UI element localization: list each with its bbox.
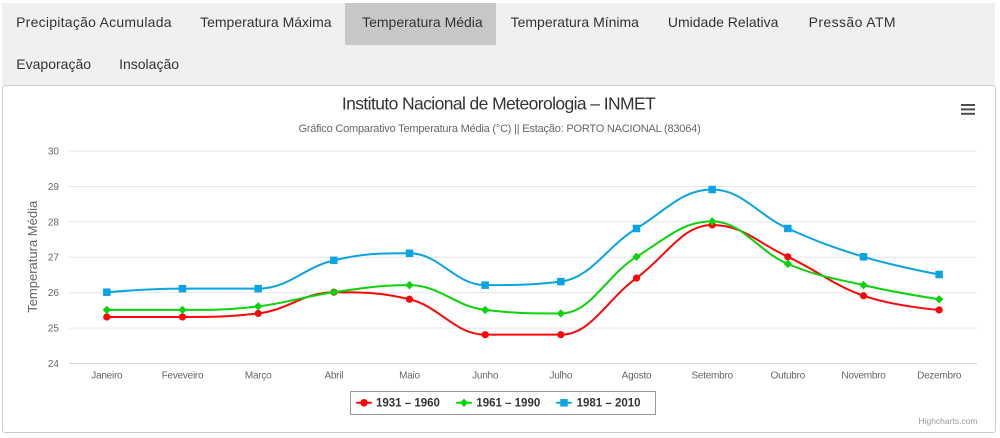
svg-text:26: 26 [48, 288, 60, 299]
svg-text:30: 30 [48, 147, 60, 158]
svg-text:Novembro: Novembro [841, 371, 886, 382]
svg-text:Outubro: Outubro [771, 371, 806, 382]
svg-text:Junho: Junho [472, 371, 499, 382]
svg-text:Temperatura Média: Temperatura Média [25, 200, 40, 313]
svg-text:25: 25 [48, 324, 60, 335]
svg-text:Agosto: Agosto [622, 371, 652, 382]
svg-text:1961 – 1990: 1961 – 1990 [476, 397, 540, 409]
svg-text:Janeiro: Janeiro [91, 371, 123, 382]
svg-text:Julho: Julho [550, 371, 573, 382]
svg-text:24: 24 [48, 359, 60, 370]
svg-text:Março: Março [245, 371, 272, 382]
svg-text:27: 27 [48, 253, 60, 264]
svg-text:Dezembro: Dezembro [917, 371, 962, 382]
svg-text:Maio: Maio [399, 371, 420, 382]
svg-text:Instituto Nacional de Meteorol: Instituto Nacional de Meteorologia – INM… [342, 94, 656, 114]
svg-text:1931 – 1960: 1931 – 1960 [376, 397, 440, 409]
svg-text:Setembro: Setembro [691, 371, 733, 382]
svg-text:Highcharts.com: Highcharts.com [918, 416, 977, 426]
svg-text:29: 29 [48, 182, 60, 193]
svg-text:Abril: Abril [324, 371, 343, 382]
svg-text:28: 28 [48, 217, 60, 228]
svg-text:Feveveiro: Feveveiro [162, 371, 204, 382]
svg-text:Gráfico Comparativo Temperatur: Gráfico Comparativo Temperatura Média (°… [298, 123, 700, 135]
svg-text:1981 – 2010: 1981 – 2010 [577, 397, 641, 409]
